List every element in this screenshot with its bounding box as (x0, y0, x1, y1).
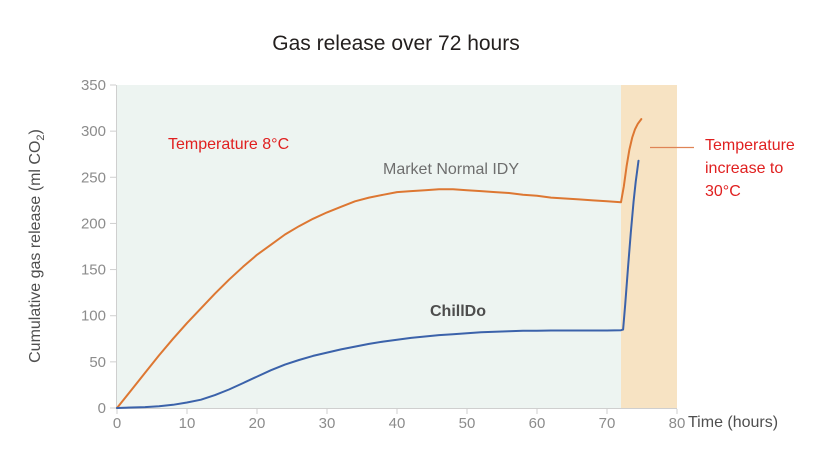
x-tick-label: 50 (459, 415, 476, 432)
y-tick-label: 300 (81, 123, 106, 140)
x-tick-label: 20 (249, 415, 266, 432)
y-axis-label-text: Cumulative gas release (ml CO (26, 140, 44, 363)
y-axis-label-suffix: ) (26, 129, 44, 135)
band-temperature-8c (117, 85, 621, 408)
y-tick-label: 100 (81, 308, 106, 325)
x-tick-label: 40 (389, 415, 406, 432)
y-tick-label: 150 (81, 262, 106, 279)
x-tick-label: 30 (319, 415, 336, 432)
annotation-temperature-increase-30c: Temperature increase to 30°C (705, 137, 795, 200)
x-tick-label: 80 (669, 415, 686, 432)
y-axis-label-subscript: 2 (35, 134, 48, 141)
annotation-temperature-8c: Temperature 8°C (168, 136, 290, 153)
y-tick-label: 250 (81, 169, 106, 186)
y-tick-label: 0 (98, 400, 106, 417)
x-axis-label: Time (hours) (688, 414, 779, 431)
annotation-market-normal-idy: Market Normal IDY (383, 161, 520, 178)
series-line-market-normal-idy (116, 118, 643, 409)
x-tick-label: 10 (179, 415, 196, 432)
y-tick-label: 50 (89, 354, 106, 371)
y-tick-label: 200 (81, 215, 106, 232)
annotation-chilldo: ChillDo (430, 303, 486, 320)
y-axis-label: Cumulative gas release (ml CO2) (27, 129, 47, 363)
x-tick-label: 60 (529, 415, 546, 432)
x-tick-label: 70 (599, 415, 616, 432)
y-tick-label: 350 (81, 77, 106, 94)
chart-title: Gas release over 72 hours (272, 32, 520, 55)
series-line-chilldo (116, 159, 640, 409)
x-tick-label: 0 (113, 415, 121, 432)
